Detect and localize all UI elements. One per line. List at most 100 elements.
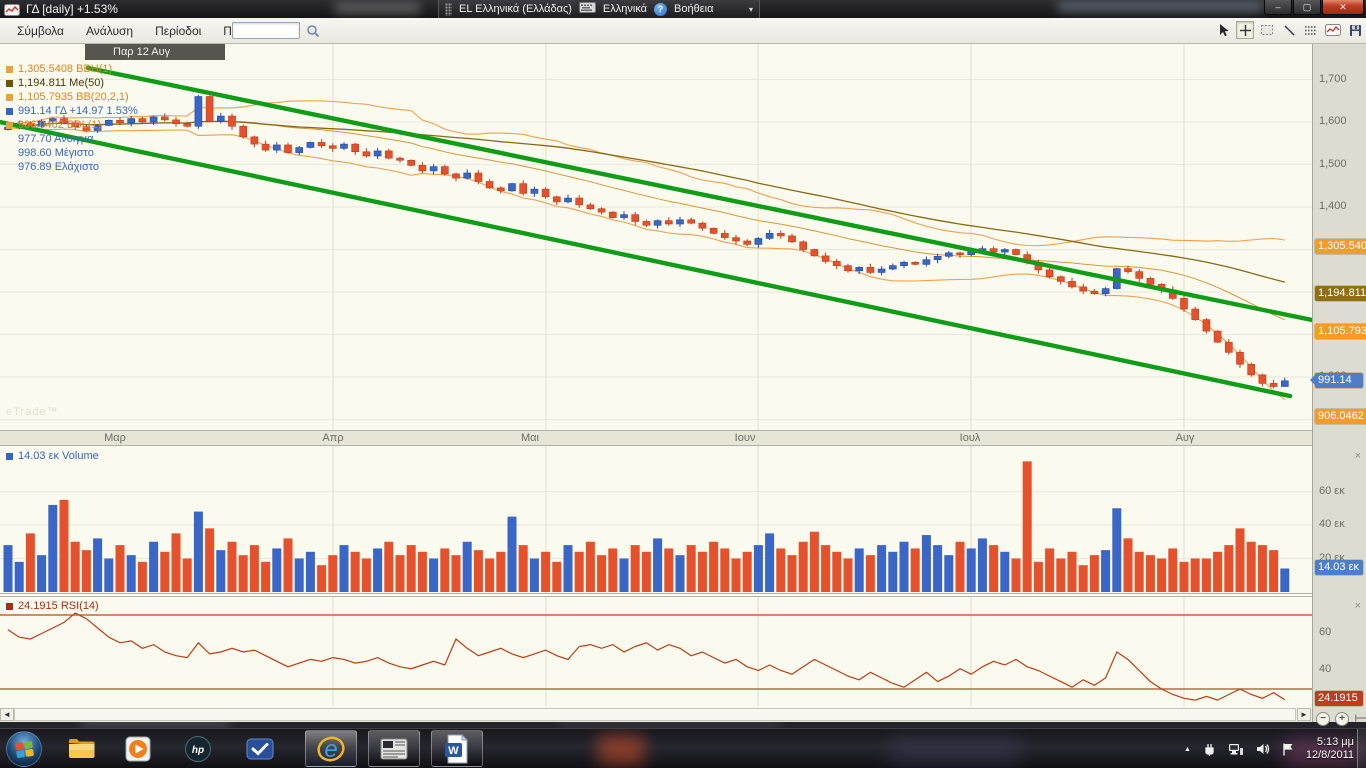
help-icon[interactable]: ?	[654, 2, 668, 16]
volume-chart[interactable]	[0, 446, 1312, 594]
search-icon[interactable]	[306, 24, 320, 43]
close-button[interactable]: ✕	[1322, 0, 1364, 15]
month-label-Ιουν: Ιουν	[734, 432, 756, 444]
legend-marker	[6, 79, 13, 87]
chart-scrollbar[interactable]: ◄ ►	[0, 708, 1312, 722]
language-bar[interactable]: EL Ελληνικά (Ελλάδας) Ελληνικά ? Βοήθεια…	[438, 0, 760, 19]
legend-row: 1,194.811 Me(50)	[6, 76, 138, 90]
zoom-out-button[interactable]: −	[1316, 712, 1330, 726]
price-chart[interactable]	[0, 44, 1312, 430]
legend-marker	[6, 150, 13, 157]
indicator-legend: 1,305.5408 BBH(1) 1,194.811 Me(50) 1,105.7…	[6, 62, 138, 174]
language-locale-label[interactable]: EL Ελληνικά (Ελλάδας)	[459, 3, 572, 15]
legend-label: 1,305.5408 BBH(1)	[18, 63, 113, 75]
media-player-taskbar-icon[interactable]	[122, 734, 154, 764]
svg-text:e: e	[324, 736, 337, 763]
keyboard-layout-label[interactable]: Ελληνικά	[602, 3, 648, 15]
checkmark-app-taskbar-icon[interactable]	[244, 734, 276, 764]
legend-marker	[6, 93, 13, 101]
hp-taskbar-icon[interactable]: hp	[182, 734, 214, 764]
help-label[interactable]: Βοήθεια	[674, 3, 714, 15]
taskbar: hp e W ▲	[0, 728, 1366, 768]
symbol-search-input[interactable]	[232, 22, 300, 39]
region-tool-icon[interactable]	[1258, 21, 1276, 39]
legend-marker	[6, 107, 13, 115]
explorer-taskbar-icon[interactable]	[66, 734, 98, 764]
start-button[interactable]	[6, 731, 42, 767]
legend-label: 998.60 Μέγιστο	[18, 147, 94, 159]
keyboard-icon[interactable]	[578, 2, 596, 16]
volume-close-icon[interactable]: ×	[1354, 450, 1361, 462]
scroll-left-button[interactable]: ◄	[0, 708, 14, 721]
cursor-tool-icon[interactable]	[1214, 21, 1232, 39]
trading-app-window: ΓΔ [daily] +1.53% EL Ελληνικά (Ελλάδας) …	[0, 0, 1366, 726]
zoom-range-icon[interactable]	[1354, 710, 1366, 728]
langbar-options-icon[interactable]: ▾	[748, 4, 753, 14]
langbar-grip[interactable]	[445, 2, 452, 16]
show-desktop-button[interactable]	[1357, 729, 1366, 768]
legend-row: 1,105.7935 BB(20,2,1)	[6, 90, 138, 104]
internet-explorer-taskbar-button[interactable]: e	[305, 730, 357, 767]
rsi-header: 24.1915 RSI(14)	[6, 600, 99, 612]
trading-app-taskbar-button[interactable]	[368, 730, 420, 767]
legend-label: 1,105.7935 BB(20,2,1)	[18, 91, 129, 103]
date-tooltip: Παρ 12 Αυγ	[85, 44, 225, 60]
minimize-button[interactable]: –	[1264, 0, 1292, 15]
taskbar-blur-patch	[890, 737, 1020, 763]
legend-label: 976.89 Ελάχιστο	[18, 161, 100, 173]
volume-legend-marker	[6, 452, 13, 460]
volume-header: 14.03 εκ Volume	[6, 450, 99, 462]
legend-row: 977.70 Ανοιγμα	[6, 132, 138, 146]
clock-date: 12/8/2011	[1305, 749, 1354, 761]
legend-label: 991.14 ΓΔ +14.97 1.53%	[18, 105, 138, 117]
menu-item-Ανάλυση[interactable]: Ανάλυση	[86, 24, 134, 38]
volume-icon[interactable]	[1255, 742, 1270, 756]
windows-logo-icon	[14, 740, 34, 758]
month-label-Μαι: Μαι	[521, 432, 539, 444]
price-tick: 1,400	[1319, 200, 1347, 212]
rsi-badge: 24.1915	[1315, 690, 1363, 706]
legend-marker	[6, 121, 13, 129]
svg-text:W: W	[448, 745, 459, 757]
legend-row: 991.14 ΓΔ +14.97 1.53%	[6, 104, 138, 118]
rsi-tick: 40	[1319, 662, 1332, 675]
chart-toolbar	[1214, 21, 1364, 39]
taskbar-blur-patch	[598, 735, 644, 765]
price-axis-gutter: × × 1,7001,6001,5001,4001,3001,2001,1001…	[1310, 44, 1366, 722]
clock-time: 5:13 μμ	[1316, 736, 1354, 748]
save-tool-icon[interactable]	[1346, 21, 1364, 39]
price-badge: 1,105.793	[1315, 324, 1366, 340]
rsi-close-icon[interactable]: ×	[1354, 600, 1361, 612]
time-axis: Μαρ Απρ Μαι Ιουν Ιουλ Αυγ	[0, 430, 1312, 446]
taskbar-clock[interactable]: 5:13 μμ 12/8/2011	[1306, 736, 1354, 762]
price-badge: 1,305.540	[1315, 239, 1366, 255]
price-badge: 1,194.811	[1315, 286, 1366, 302]
scrollbar-track[interactable]	[14, 708, 1296, 721]
volume-tick: 60 εκ	[1319, 484, 1345, 497]
rsi-header-label: 24.1915 RSI(14)	[18, 600, 99, 612]
titlebar-blur-patch	[335, 2, 420, 14]
word-taskbar-button[interactable]: W	[431, 730, 483, 767]
zoom-in-button[interactable]: +	[1335, 712, 1349, 726]
menu-item-Σύμβολα[interactable]: Σύμβολα	[17, 24, 64, 38]
month-label-Ιουλ: Ιουλ	[959, 432, 981, 444]
menu-item-Περίοδοι[interactable]: Περίοδοι	[155, 24, 202, 38]
tray-chevron-icon[interactable]: ▲	[1183, 745, 1191, 753]
trendline-tool-icon[interactable]	[1280, 21, 1298, 39]
legend-label: 977.70 Ανοιγμα	[18, 133, 94, 145]
month-label-Αυγ: Αυγ	[1175, 432, 1195, 444]
rsi-chart[interactable]	[0, 596, 1312, 706]
crosshair-tool-icon[interactable]	[1236, 21, 1254, 39]
maximize-button[interactable]: ▢	[1293, 0, 1321, 15]
dotted-grid-tool-icon[interactable]	[1302, 21, 1320, 39]
chart-watermark: eTrade™	[6, 406, 59, 418]
title-bar: ΓΔ [daily] +1.53% EL Ελληνικά (Ελλάδας) …	[0, 0, 1366, 19]
titlebar-blur-patch	[1058, 1, 1263, 12]
power-plug-icon[interactable]	[1202, 742, 1217, 757]
price-badge: 906.0462	[1315, 408, 1366, 424]
action-center-flag-icon[interactable]	[1281, 742, 1295, 757]
scroll-right-button[interactable]: ►	[1297, 708, 1311, 721]
network-icon[interactable]	[1228, 742, 1244, 756]
chart-type-tool-icon[interactable]	[1324, 21, 1342, 39]
price-tick: 1,600	[1319, 115, 1347, 127]
